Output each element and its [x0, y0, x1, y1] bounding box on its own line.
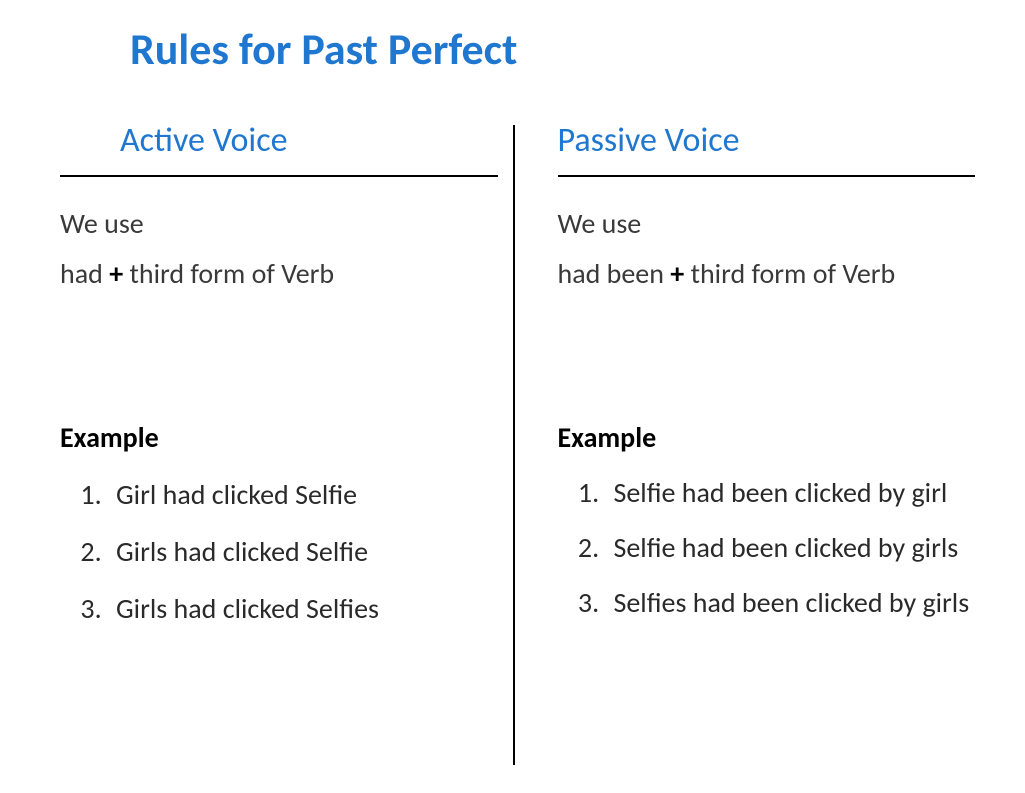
- active-formula-prefix: had: [60, 256, 103, 291]
- active-rule-text: We use had + third form of Verb: [60, 199, 498, 300]
- passive-we-use: We use: [558, 206, 642, 241]
- active-we-use: We use: [60, 206, 144, 241]
- active-header-rule: [60, 175, 498, 177]
- passive-heading: Passive Voice: [558, 120, 976, 173]
- passive-example-list: Selfie had been clicked by girl Selfie h…: [558, 475, 976, 620]
- list-item: Girl had clicked Selfie: [108, 477, 498, 512]
- active-heading: Active Voice: [120, 120, 498, 173]
- page: Rules for Past Perfect Active Voice We u…: [0, 0, 1025, 793]
- list-item: Girls had clicked Selfie: [108, 534, 498, 569]
- active-example-list: Girl had clicked Selfie Girls had clicke…: [60, 477, 498, 626]
- list-item: Selfie had been clicked by girl: [606, 475, 976, 510]
- column-active: Active Voice We use had + third form of …: [40, 120, 518, 648]
- passive-rule-text: We use had been + third form of Verb: [558, 199, 976, 300]
- columns-container: Active Voice We use had + third form of …: [40, 120, 995, 648]
- active-formula-suffix: third form of Verb: [129, 256, 334, 291]
- passive-header-rule: [558, 175, 976, 177]
- column-passive: Passive Voice We use had been + third fo…: [518, 120, 996, 648]
- list-item: Selfies had been clicked by girls: [606, 585, 976, 620]
- active-example-heading: Example: [60, 420, 498, 455]
- passive-formula-suffix: third form of Verb: [691, 256, 896, 291]
- passive-formula-plus: +: [670, 256, 684, 291]
- active-formula-plus: +: [109, 256, 123, 291]
- passive-example-heading: Example: [558, 420, 976, 455]
- passive-formula-prefix: had been: [558, 256, 664, 291]
- list-item: Selfie had been clicked by girls: [606, 530, 976, 565]
- page-title: Rules for Past Perfect: [130, 22, 517, 76]
- list-item: Girls had clicked Selfies: [108, 591, 498, 626]
